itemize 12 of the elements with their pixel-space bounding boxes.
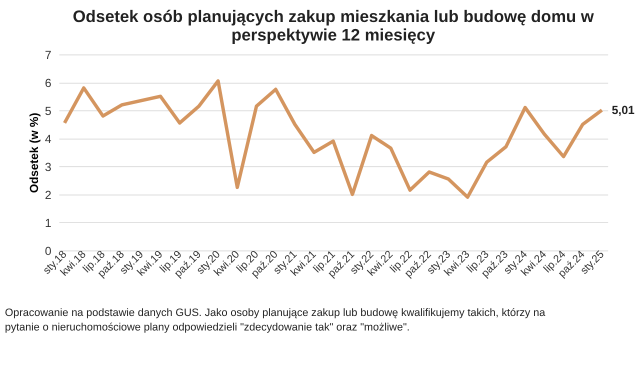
y-tick-label: 6	[44, 76, 52, 90]
y-tick-label: 5	[44, 104, 52, 118]
y-tick-label: 1	[44, 216, 52, 230]
y-tick-label: 2	[44, 188, 52, 202]
y-tick-label: 3	[44, 160, 52, 174]
text: Opracowanie na podstawie danych GUS. Jako osoby planujące zakup lub budowę kwalifikujemy takich, którzy na pytanie o nieruchomościowe plany odpowiedzieli "zdecydowanie tak" oraz "możliwe".	[4, 307, 546, 334]
y-tick-label: 4	[44, 132, 52, 146]
data-label: 5,01	[612, 104, 636, 118]
line-series	[62, 79, 604, 199]
y-tick-label: 7	[44, 48, 52, 62]
y-axis-title: Odsetek (w %)	[28, 112, 42, 194]
chart-title: Odsetek osób planujących zakup mieszkania lub budowę domu w perspektywie 12 miesięcy	[72, 7, 594, 45]
